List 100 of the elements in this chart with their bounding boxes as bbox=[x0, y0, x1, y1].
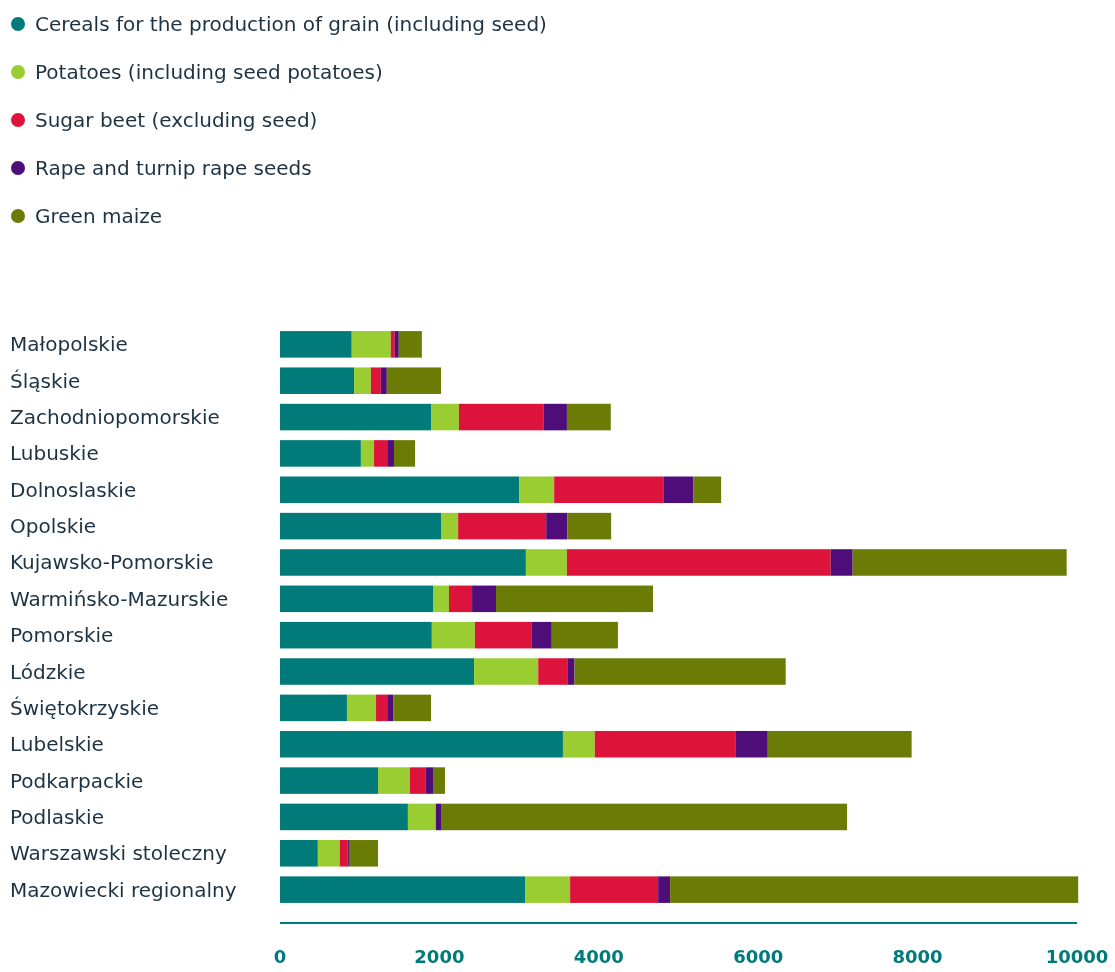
bar bbox=[431, 403, 459, 431]
bar bbox=[440, 512, 459, 540]
bar bbox=[360, 440, 375, 467]
bar bbox=[280, 876, 526, 903]
bar bbox=[339, 840, 348, 867]
bar bbox=[440, 803, 848, 831]
y-tick-label: Lubuskie bbox=[10, 441, 99, 466]
bar bbox=[525, 549, 567, 576]
bar bbox=[852, 549, 1067, 576]
bar bbox=[378, 767, 410, 794]
bar bbox=[280, 331, 352, 358]
bar bbox=[567, 512, 612, 540]
bar bbox=[346, 694, 377, 722]
bar bbox=[538, 658, 568, 685]
y-tick-label: Mazowiecki regionalny bbox=[10, 877, 237, 902]
y-tick-label: Świętokrzyskie bbox=[10, 695, 159, 720]
y-tick-label: Zachodniopomorskie bbox=[10, 405, 220, 430]
bar bbox=[280, 549, 526, 576]
y-tick-label: Warmińsko-Mazurskie bbox=[10, 586, 229, 611]
bar bbox=[390, 331, 395, 358]
bar bbox=[431, 621, 475, 649]
bar bbox=[351, 331, 391, 358]
x-tick-label: 2000 bbox=[414, 946, 465, 967]
bar bbox=[670, 876, 1079, 903]
bar bbox=[433, 767, 445, 794]
x-tick-label: 0 bbox=[273, 946, 287, 967]
bar bbox=[386, 367, 441, 394]
bar bbox=[317, 840, 340, 867]
bar bbox=[280, 585, 434, 613]
bar bbox=[387, 440, 394, 467]
bar bbox=[280, 440, 361, 467]
y-tick-label: Lódzkie bbox=[10, 659, 86, 684]
bar bbox=[495, 585, 653, 613]
bar bbox=[280, 476, 520, 504]
bar bbox=[663, 476, 694, 504]
bar bbox=[398, 331, 422, 358]
bar bbox=[407, 803, 436, 831]
bar bbox=[551, 621, 618, 649]
bar bbox=[567, 658, 575, 685]
bar bbox=[348, 840, 379, 867]
y-tick-label: Podkarpackie bbox=[10, 768, 144, 793]
x-tick-label: 8000 bbox=[892, 946, 943, 967]
bar bbox=[472, 585, 496, 613]
bar bbox=[566, 403, 611, 431]
bar bbox=[519, 476, 555, 504]
bar bbox=[435, 803, 441, 831]
bar bbox=[280, 803, 408, 831]
bar bbox=[735, 730, 768, 758]
bar bbox=[562, 730, 595, 758]
bar bbox=[280, 658, 475, 685]
bar bbox=[374, 440, 388, 467]
y-tick-label: Dolnoslaskie bbox=[10, 477, 137, 502]
bar bbox=[280, 367, 355, 394]
bar bbox=[658, 876, 671, 903]
bar bbox=[554, 476, 664, 504]
bar bbox=[380, 367, 387, 394]
bar bbox=[280, 512, 441, 540]
bar bbox=[830, 549, 853, 576]
bar bbox=[393, 694, 432, 722]
bar bbox=[474, 658, 539, 685]
bar bbox=[387, 694, 394, 722]
bar bbox=[543, 403, 567, 431]
y-tick-label: Warszawski stoleczny bbox=[10, 841, 227, 866]
bar bbox=[570, 876, 659, 903]
bar bbox=[546, 512, 568, 540]
legend-label: Sugar beet (excluding seed) bbox=[35, 108, 318, 132]
y-tick-label: Podlaskie bbox=[10, 804, 104, 829]
bar bbox=[767, 730, 912, 758]
bar bbox=[280, 403, 432, 431]
bar bbox=[525, 876, 571, 903]
bar bbox=[531, 621, 552, 649]
x-tick-label: 6000 bbox=[733, 946, 784, 967]
bar bbox=[280, 840, 318, 867]
bar bbox=[448, 585, 473, 613]
y-tick-label: Kujawsko-Pomorskie bbox=[10, 550, 214, 575]
bar bbox=[566, 549, 831, 576]
bar bbox=[458, 403, 544, 431]
bar bbox=[594, 730, 736, 758]
x-tick-label: 4000 bbox=[573, 946, 624, 967]
bar bbox=[574, 658, 786, 685]
bar bbox=[280, 767, 379, 794]
y-tick-label: Śląskie bbox=[10, 368, 81, 393]
bar bbox=[458, 512, 547, 540]
bar bbox=[474, 621, 532, 649]
bar bbox=[693, 476, 722, 504]
y-tick-label: Pomorskie bbox=[10, 623, 114, 648]
bar bbox=[280, 694, 347, 722]
bar bbox=[376, 694, 388, 722]
legend-label: Cereals for the production of grain (including seed) bbox=[35, 12, 547, 36]
legend-label: Rape and turnip rape seeds bbox=[35, 156, 312, 180]
bar bbox=[370, 367, 381, 394]
bar bbox=[433, 585, 449, 613]
x-tick-label: 10000 bbox=[1045, 946, 1109, 967]
legend-label: Potatoes (including seed potatoes) bbox=[35, 60, 383, 84]
bar bbox=[280, 621, 432, 649]
bar bbox=[394, 331, 399, 358]
bar bbox=[425, 767, 434, 794]
y-tick-label: Lubelskie bbox=[10, 732, 104, 757]
bar bbox=[409, 767, 426, 794]
bar bbox=[393, 440, 416, 467]
